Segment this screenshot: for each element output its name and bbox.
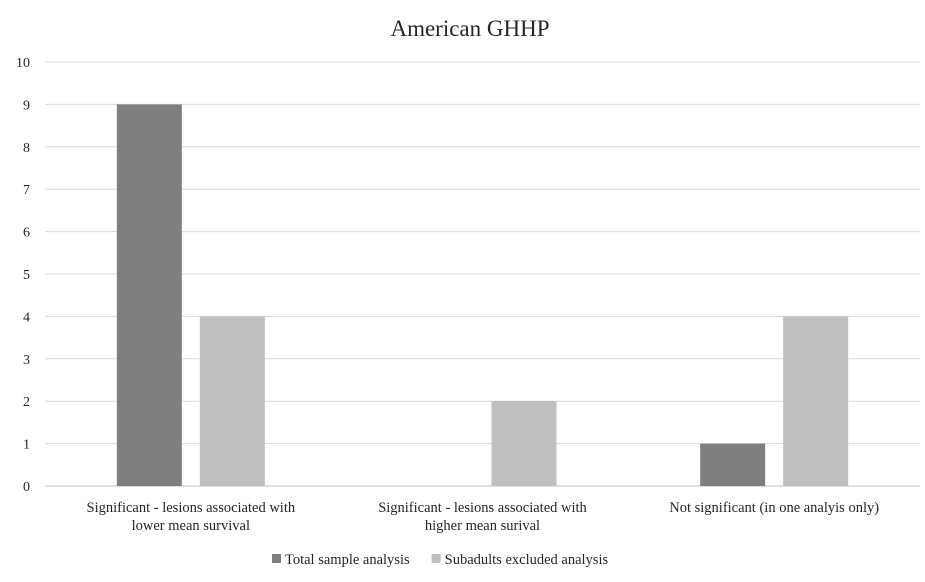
y-tick-label: 10 bbox=[16, 56, 30, 71]
x-category-label: Not significant (in one analyis only) bbox=[669, 500, 879, 516]
y-tick-label: 6 bbox=[23, 226, 30, 241]
bar-total-sample-cat1 bbox=[116, 104, 182, 487]
y-tick-label: 2 bbox=[23, 395, 30, 410]
legend-label: Total sample analysis bbox=[285, 552, 410, 568]
bar-subadults-excluded-cat2 bbox=[491, 401, 557, 486]
y-tick-label: 5 bbox=[23, 268, 30, 283]
bar-total-sample-cat3 bbox=[700, 443, 766, 486]
y-tick-label: 8 bbox=[23, 141, 30, 156]
legend-swatch bbox=[272, 554, 281, 563]
y-tick-label: 4 bbox=[23, 310, 30, 325]
bar-subadults-excluded-cat1 bbox=[199, 316, 265, 486]
x-axis-categories: Significant - lesions associated with low… bbox=[87, 500, 880, 534]
x-category-label: Significant - lesions associated with bbox=[378, 500, 587, 516]
bars bbox=[116, 104, 849, 487]
x-category-label: Significant - lesions associated with bbox=[87, 500, 296, 516]
x-category-label: lower mean survival bbox=[132, 518, 250, 534]
y-tick-label: 1 bbox=[23, 438, 30, 453]
x-category-label: higher mean surival bbox=[425, 518, 540, 534]
y-tick-label: 9 bbox=[23, 98, 30, 113]
y-axis-ticks: 0 1 2 3 4 5 6 7 8 9 10 bbox=[16, 56, 30, 495]
legend: Total sample analysis Subadults excluded … bbox=[272, 552, 608, 568]
y-tick-label: 3 bbox=[23, 353, 30, 368]
chart-title: American GHHP bbox=[390, 16, 549, 41]
legend-swatch bbox=[431, 554, 441, 563]
legend-label: Subadults excluded analysis bbox=[445, 552, 609, 568]
gridlines bbox=[45, 61, 920, 487]
bar-subadults-excluded-cat3 bbox=[783, 316, 849, 486]
y-tick-label: 7 bbox=[23, 183, 30, 198]
y-tick-label: 0 bbox=[23, 480, 30, 495]
